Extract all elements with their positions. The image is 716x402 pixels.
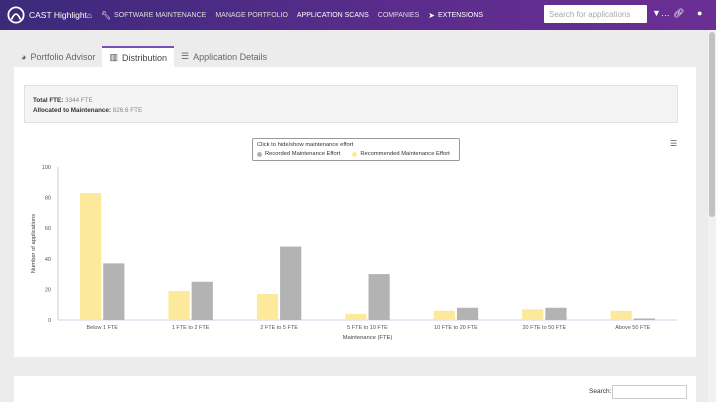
nav-software-maintenance[interactable]: 🔧︎ SOFTWARE MAINTENANCE: [101, 11, 206, 20]
x-tick-label: 1 FTE to 2 FTE: [172, 325, 210, 331]
chart-bar: [610, 310, 632, 320]
cast-logo-icon: [7, 6, 25, 24]
chart-bar: [433, 310, 455, 320]
nav-companies[interactable]: COMPANIES: [378, 12, 420, 19]
total-fte-label: Total FTE:: [33, 97, 64, 104]
nav-extensions[interactable]: ➤ EXTENSIONS: [428, 11, 483, 20]
app-logo[interactable]: CAST Highlight: [7, 6, 87, 24]
tab-application-details[interactable]: ☰ Application Details: [174, 46, 274, 67]
x-axis-title: Maintenance (FTE): [343, 335, 393, 341]
maintenance-value: 826.6 FTE: [112, 107, 143, 114]
total-fte-value: 3344 FTE: [65, 97, 93, 104]
chart-bar: [522, 309, 544, 320]
table-search-input[interactable]: [612, 385, 687, 399]
nav-application-scans[interactable]: APPLICATION SCANS: [297, 12, 369, 19]
x-tick-label: Below 1 FTE: [86, 325, 118, 331]
page-scrollbar[interactable]: [708, 30, 716, 402]
chart-bar: [256, 293, 279, 320]
x-tick-label: 20 FTE to 50 FTE: [522, 325, 566, 331]
table-panel: Search:: [14, 376, 696, 402]
legend-hint: Click to hide/show maintenance effort: [257, 142, 354, 148]
tab-bar: ◕ Portfolio Advisor ▥ Distribution ☰ App…: [14, 46, 274, 67]
tab-portfolio-advisor[interactable]: ◕ Portfolio Advisor: [14, 46, 102, 67]
tab-distribution[interactable]: ▥ Distribution: [102, 46, 175, 67]
x-tick-label: 2 FTE to 5 FTE: [260, 325, 298, 331]
legend-swatch: [352, 151, 358, 157]
bar-chart-icon: ▥: [109, 52, 118, 62]
distribution-chart: 0 20 40 60 80 100 Number of applications Below …: [31, 165, 677, 341]
link-icon[interactable]: 🔗︎: [673, 8, 685, 18]
fte-summary: Total FTE: 3344 FTE Allocated to Mainten…: [24, 85, 678, 123]
nav-label: EXTENSIONS: [437, 11, 484, 19]
user-icon[interactable]: ●: [697, 8, 703, 18]
nav-label: MANAGE PORTFOLIO: [215, 11, 288, 19]
tab-label: Portfolio Advisor: [30, 51, 96, 62]
main-nav: ⌂ 🔧︎ SOFTWARE MAINTENANCE MANAGE PORTFOL…: [87, 0, 483, 30]
x-tick-label: Above 50 FTE: [615, 325, 650, 331]
tab-label: Application Details: [193, 51, 268, 62]
chart-bar: [456, 307, 479, 320]
nav-label: COMPANIES: [377, 11, 420, 19]
rocket-icon: ➤: [428, 10, 435, 20]
chart-bar: [345, 313, 367, 320]
chart-legend: Click to hide/show maintenance effort Re…: [252, 138, 460, 161]
y-tick-label: 60: [45, 226, 51, 232]
chart-bar: [168, 290, 190, 320]
tab-label: Distribution: [121, 52, 168, 63]
maintenance-label: Allocated to Maintenance:: [33, 107, 112, 114]
chart-bar: [191, 281, 213, 320]
chart-bar: [79, 193, 102, 320]
legend-swatch: [257, 151, 262, 157]
filter-icon[interactable]: ▼…: [652, 8, 670, 18]
nav-label: SOFTWARE MAINTENANCE: [114, 11, 207, 19]
list-icon: ☰: [181, 51, 190, 61]
legend-item-recorded[interactable]: Recorded Maintenance Effort: [257, 151, 340, 157]
home-icon: ⌂: [87, 10, 92, 20]
nav-home[interactable]: ⌂: [87, 11, 92, 20]
chart-bar: [280, 246, 302, 320]
y-tick-label: 80: [45, 196, 51, 202]
y-tick-label: 0: [48, 318, 51, 324]
app-title: CAST Highlight: [29, 10, 87, 20]
top-navbar: CAST Highlight ⌂ 🔧︎ SOFTWARE MAINTENANCE…: [0, 0, 716, 30]
chart-bar: [633, 318, 656, 320]
scrollbar-thumb[interactable]: [709, 32, 715, 217]
x-tick-label: 10 FTE to 20 FTE: [434, 325, 478, 331]
nav-label: APPLICATION SCANS: [296, 11, 369, 19]
y-tick-label: 100: [42, 165, 51, 171]
y-tick-label: 40: [45, 257, 51, 263]
x-tick-label: 5 FTE to 10 FTE: [347, 325, 388, 331]
nav-manage-portfolio[interactable]: MANAGE PORTFOLIO: [215, 12, 288, 19]
pie-chart-icon: ◕: [21, 51, 27, 62]
chart-bar: [103, 263, 125, 320]
wrench-icon: 🔧︎: [100, 10, 111, 20]
legend-label: Recommended Maintenance Effort: [360, 151, 450, 157]
distribution-panel: Total FTE: 3344 FTE Allocated to Mainten…: [14, 67, 696, 357]
y-axis-title: Number of applications: [31, 214, 37, 273]
search-input[interactable]: [544, 5, 647, 23]
chart-bar: [545, 307, 567, 320]
table-search-label: Search:: [589, 388, 612, 395]
legend-item-recommended[interactable]: Recommended Maintenance Effort: [352, 151, 450, 157]
legend-label: Recorded Maintenance Effort: [265, 151, 341, 157]
y-tick-label: 20: [45, 287, 51, 293]
chart-menu-icon[interactable]: ☰: [670, 139, 678, 148]
chart-bar: [368, 274, 390, 320]
